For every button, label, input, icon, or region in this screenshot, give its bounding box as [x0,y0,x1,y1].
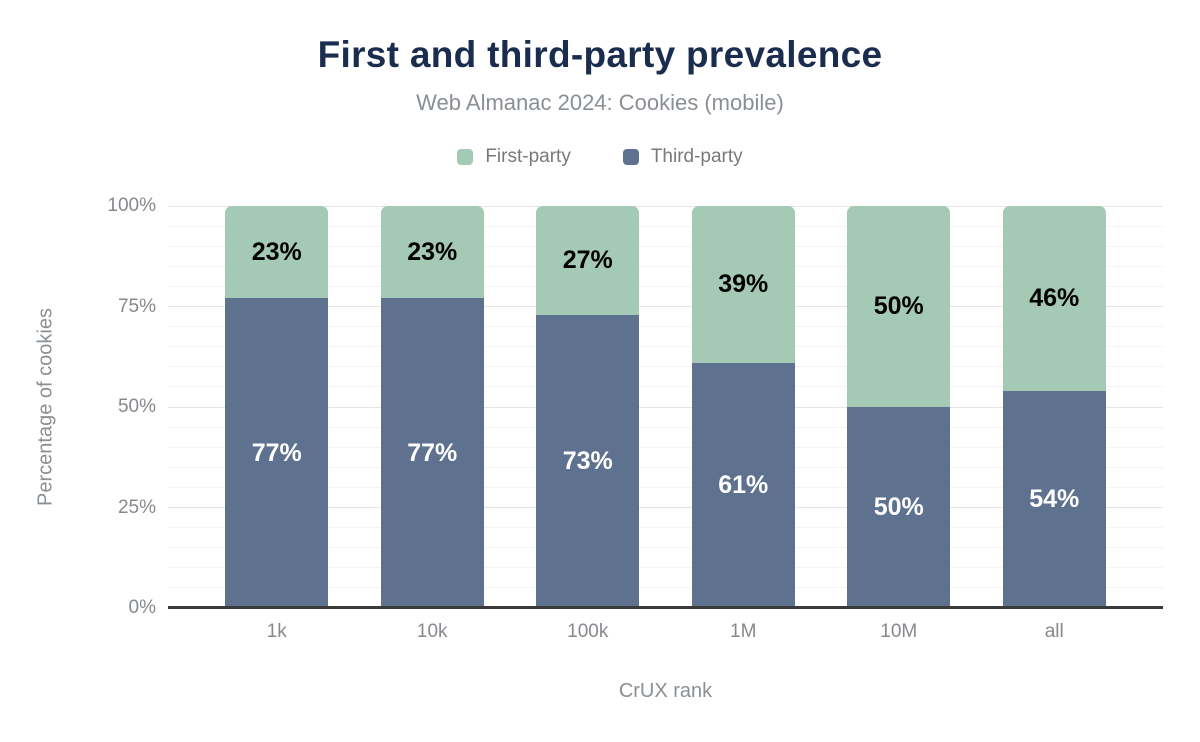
gridline-minor [168,486,1163,488]
gridline-minor [168,527,1163,529]
legend-label-first-party: First-party [485,146,571,167]
x-axis-line [168,606,1163,609]
third-party-segment-100k[interactable]: 73% [536,314,640,608]
gridline-major [168,406,1163,408]
bar-column-10k: 23% 77% [355,206,511,608]
first-party-segment-10M[interactable]: 50% [847,206,951,407]
gridline-minor [168,386,1163,388]
first-party-segment-10k[interactable]: 23% [380,206,484,299]
first-party-swatch-icon [457,149,474,165]
first-party-segment-all[interactable]: 46% [1002,206,1106,391]
third-party-segment-10k[interactable]: 77% [380,298,484,608]
legend: First-party Third-party [0,146,1200,168]
third-party-segment-1M[interactable]: 61% [691,362,795,608]
legend-item-third-party[interactable]: Third-party [622,146,743,168]
legend-item-first-party[interactable]: First-party [457,146,571,168]
stacked-bar-10k: 23% 77% [380,206,484,608]
legend-label-third-party: Third-party [650,146,743,167]
first-party-segment-1M[interactable]: 39% [691,206,795,363]
gridline-minor [168,547,1163,549]
third-party-segment-1k[interactable]: 77% [225,298,329,608]
y-tick-label: 0% [128,597,156,618]
x-tick-label-100k: 100k [567,621,609,642]
plot-area: 23% 77% 23% 77% 27% 73% 39% 61% 50% 50% 46% 54% [168,205,1163,608]
bar-column-1k: 23% 77% [199,206,355,608]
y-tick-label: 75% [117,295,156,317]
y-axis-ticks: 0% 25% 50% 75% 100% [0,195,156,618]
gridline-minor [168,245,1163,247]
y-tick-label: 100% [107,195,156,216]
x-axis-title: CrUX rank [618,680,713,702]
chart-title: First and third-party prevalence [317,34,883,75]
gridline-minor [168,285,1163,287]
stacked-bar-all: 46% 54% [1002,206,1106,608]
bars-region: 23% 77% 23% 77% 27% 73% 39% 61% 50% 50% 46% 54% [199,206,1132,608]
gridline-minor [168,426,1163,428]
bar-column-100k: 27% 73% [510,206,666,608]
gridline-minor [168,366,1163,368]
x-tick-label-all: all [1044,621,1064,642]
x-tick-label-1M: 1M [730,621,757,642]
first-party-segment-1k[interactable]: 23% [225,206,329,299]
y-tick-label: 50% [117,396,156,417]
x-axis-ticks: 1k 10k 100k 1M 10M all [199,621,1132,643]
gridline-minor [168,326,1163,328]
chart-subtitle: Web Almanac 2024: Cookies (mobile) [416,90,784,115]
stacked-bar-100k: 27% 73% [536,206,640,608]
gridline-major [168,306,1163,307]
third-party-segment-10M[interactable]: 50% [847,407,951,608]
stacked-bar-1M: 39% 61% [691,206,795,608]
gridline-minor [168,265,1163,267]
gridline-minor [168,446,1163,448]
gridline-minor [168,346,1163,348]
y-tick-label: 25% [117,496,156,518]
first-party-segment-100k[interactable]: 27% [536,206,640,315]
gridline-minor [168,225,1163,227]
gridline-minor [168,466,1163,468]
gridline-major [168,507,1163,508]
bar-column-all: 46% 54% [977,206,1133,608]
third-party-swatch-icon [622,149,639,165]
third-party-segment-all[interactable]: 54% [1002,390,1106,608]
gridline-minor [168,587,1163,589]
stacked-bar-1k: 23% 77% [225,206,329,608]
gridline-major [168,205,1163,207]
bar-column-1M: 39% 61% [666,206,822,608]
bar-column-10M: 50% 50% [821,206,977,608]
x-tick-label-10M: 10M [880,621,918,642]
x-tick-label-10k: 10k [416,621,448,642]
stacked-bar-10M: 50% 50% [847,206,951,608]
x-tick-label-1k: 1k [266,621,287,642]
gridline-minor [168,567,1163,569]
